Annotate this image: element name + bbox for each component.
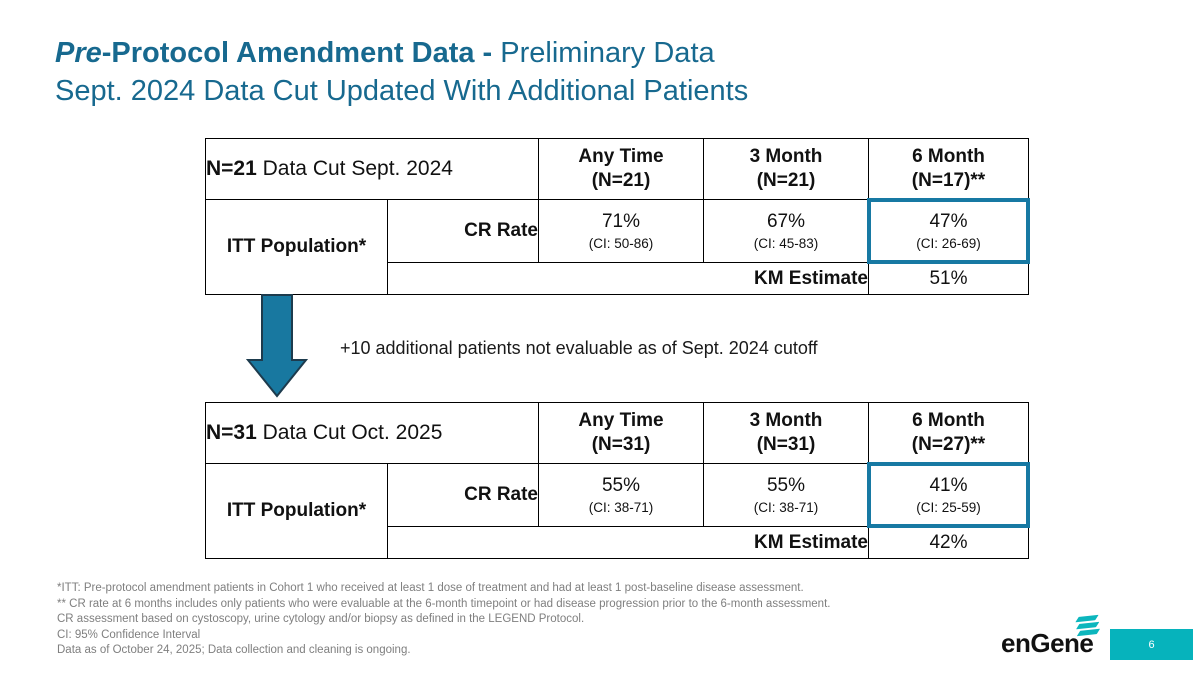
data-cut-label: Data Cut Oct. 2025 bbox=[256, 421, 443, 444]
km-estimate-label: KM Estimate bbox=[387, 262, 869, 295]
table-row: KM Estimate 42% bbox=[206, 526, 1029, 559]
table-row: ITT Population* CR Rate 55% (CI: 38-71) 5… bbox=[205, 462, 1031, 559]
km-estimate-value: 51% bbox=[868, 262, 1029, 295]
slide-title: Pre-Protocol Amendment Data - Preliminar… bbox=[55, 34, 748, 110]
column-header-6month: 6 Month (N=27)** bbox=[868, 402, 1029, 464]
table-title-cell: N=21 Data Cut Sept. 2024 bbox=[205, 138, 539, 200]
table-row: N=31 Data Cut Oct. 2025 Any Time (N=31) 3… bbox=[205, 402, 1029, 464]
column-header-3month: 3 Month (N=21) bbox=[703, 138, 869, 200]
title-pre: Pre bbox=[55, 37, 102, 69]
title-bold: -Protocol Amendment Data - bbox=[101, 37, 501, 69]
itt-population-cell: ITT Population* bbox=[205, 463, 388, 559]
engene-logo-icon bbox=[1075, 614, 1101, 638]
additional-patients-note: +10 additional patients not evaluable as… bbox=[340, 338, 818, 358]
column-header-3month: 3 Month (N=31) bbox=[703, 402, 869, 464]
cr-value-3month: 55% (CI: 38-71) bbox=[703, 463, 869, 527]
cr-value-anytime: 55% (CI: 38-71) bbox=[538, 463, 704, 527]
title-line1: Pre-Protocol Amendment Data - Preliminar… bbox=[55, 37, 715, 69]
table-oct-2025: N=31 Data Cut Oct. 2025 Any Time (N=31) 3… bbox=[205, 402, 1031, 559]
cr-value-6month-highlighted: 47% (CI: 26-69) bbox=[867, 198, 1031, 265]
table-row: ITT Population* CR Rate 71% (CI: 50-86) 6… bbox=[205, 198, 1031, 295]
table-title-cell: N=31 Data Cut Oct. 2025 bbox=[205, 402, 539, 464]
cr-rate-label: CR Rate bbox=[387, 463, 539, 527]
cr-value-6month-highlighted: 41% (CI: 25-59) bbox=[867, 462, 1031, 529]
cr-value-anytime: 71% (CI: 50-86) bbox=[538, 199, 704, 263]
itt-population-cell: ITT Population* bbox=[205, 199, 388, 295]
n-value: N=21 bbox=[206, 157, 257, 180]
footnotes: *ITT: Pre-protocol amendment patients in… bbox=[57, 581, 830, 659]
km-estimate-value: 42% bbox=[868, 526, 1029, 559]
column-header-6month: 6 Month (N=17)** bbox=[868, 138, 1029, 200]
table-sept-2024: N=21 Data Cut Sept. 2024 Any Time (N=21) … bbox=[205, 138, 1031, 295]
down-arrow-icon bbox=[246, 294, 309, 398]
footnote-line: Data as of October 24, 2025; Data collec… bbox=[57, 644, 411, 656]
page-number: 6 bbox=[1148, 638, 1155, 651]
footnote-line: ** CR rate at 6 months includes only pat… bbox=[57, 597, 831, 610]
page-number-badge: 6 bbox=[1110, 629, 1193, 660]
column-header-anytime: Any Time (N=21) bbox=[538, 138, 704, 200]
title-line2: Sept. 2024 Data Cut Updated With Additio… bbox=[55, 75, 749, 107]
footnote-line: CR assessment based on cystoscopy, urine… bbox=[57, 613, 585, 625]
km-estimate-label: KM Estimate bbox=[387, 526, 869, 559]
title-regular: Preliminary Data bbox=[500, 37, 715, 69]
cr-rate-label: CR Rate bbox=[387, 199, 539, 263]
footnote-line: *ITT: Pre-protocol amendment patients in… bbox=[57, 582, 804, 594]
table-row: N=21 Data Cut Sept. 2024 Any Time (N=21) … bbox=[205, 138, 1029, 200]
n-value: N=31 bbox=[206, 421, 257, 444]
footnote-line: CI: 95% Confidence Interval bbox=[57, 628, 201, 641]
cr-value-3month: 67% (CI: 45-83) bbox=[703, 199, 869, 263]
data-cut-label: Data Cut Sept. 2024 bbox=[256, 157, 453, 180]
table-row: KM Estimate 51% bbox=[206, 262, 1029, 295]
column-header-anytime: Any Time (N=31) bbox=[538, 402, 704, 464]
